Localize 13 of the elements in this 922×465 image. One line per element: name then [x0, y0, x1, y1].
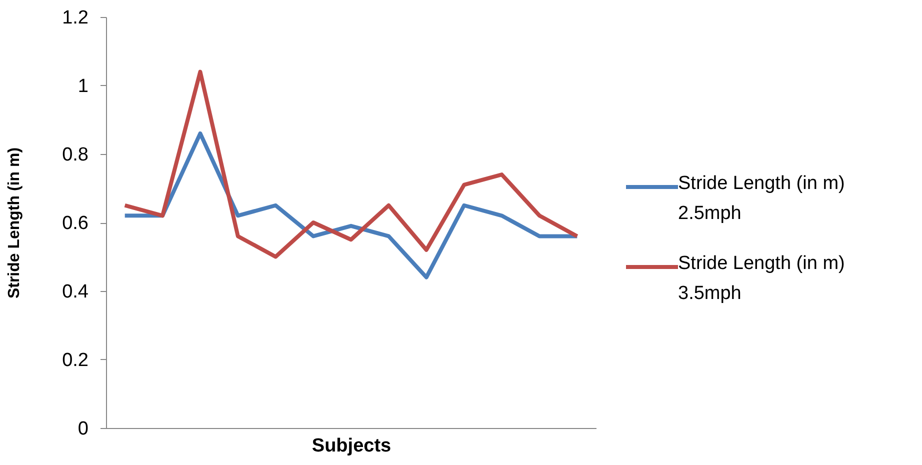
line-series — [122, 131, 580, 280]
y-tick-label: 0.8 — [62, 144, 88, 166]
y-tick-label: 0 — [78, 418, 88, 440]
line-series — [122, 70, 580, 259]
x-axis-title: Subjects — [312, 436, 392, 456]
y-tick-label: 0.4 — [62, 282, 89, 302]
y-tick-label: 1 — [78, 76, 88, 97]
y-axis-title: Stride Length (in m) — [6, 147, 24, 299]
y-tick-label: 0.2 — [62, 350, 88, 371]
legend-label: Stride Length (in m) 3.5mph — [678, 253, 845, 304]
y-tick-label: 0.6 — [62, 213, 88, 234]
legend-label: Stride Length (in m) 2.5mph — [678, 173, 845, 224]
y-tick-label: 1.2 — [62, 8, 88, 28]
